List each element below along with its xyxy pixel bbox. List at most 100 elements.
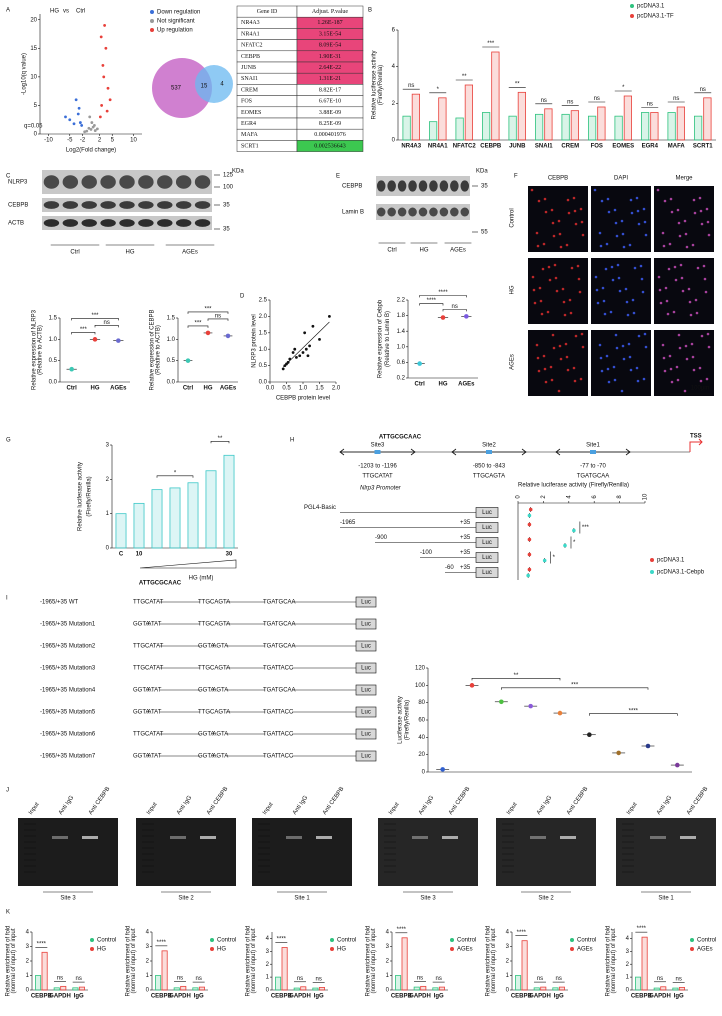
cell	[616, 263, 620, 267]
luc-label: Luc	[361, 622, 371, 628]
cell	[542, 242, 546, 246]
site-range: -1203 to -1196	[358, 464, 397, 470]
x-tick-label: 2	[98, 138, 102, 144]
site-sequence: TACC	[277, 710, 294, 716]
legend-swatch	[650, 570, 654, 574]
cell	[643, 220, 647, 224]
blot-band	[157, 201, 173, 209]
cell	[661, 231, 665, 235]
site-sequence: AGTA	[212, 754, 228, 760]
cell	[581, 233, 585, 237]
y-tick-label: 0.5	[167, 358, 176, 364]
x-tick-label: IgG	[554, 994, 564, 1000]
site-sequence: TGAT	[263, 710, 279, 716]
blot-band	[397, 207, 407, 217]
significance-bracket	[71, 318, 119, 321]
y-tick-label: 3	[626, 949, 630, 955]
lane-label: Input	[262, 801, 275, 816]
construct-label: -1965	[340, 520, 356, 526]
x-tick-label: 4	[566, 495, 572, 499]
cell	[678, 234, 682, 238]
cell	[541, 267, 545, 271]
dot	[205, 330, 211, 336]
cell	[704, 290, 708, 294]
gel-band	[170, 836, 186, 839]
cell	[535, 343, 539, 347]
p-value: 8.82E-17	[319, 87, 341, 93]
y-tick-label: 0	[266, 988, 270, 994]
dot	[528, 703, 533, 709]
cell	[542, 354, 546, 358]
significance-bracket	[589, 713, 678, 716]
cell	[557, 219, 561, 223]
cell	[676, 378, 680, 382]
cell	[684, 344, 688, 348]
bar	[540, 986, 547, 991]
point	[74, 98, 78, 102]
point	[93, 124, 96, 127]
site-sequence: GGTA	[198, 688, 215, 694]
cell	[574, 222, 578, 226]
construct-end: +35	[460, 550, 471, 556]
cell	[644, 233, 648, 237]
luc-box	[355, 618, 377, 630]
cell	[579, 207, 583, 211]
significance-label: *	[553, 555, 556, 561]
cell	[702, 264, 706, 268]
construct-label: PGL4-Basic	[304, 505, 336, 511]
significance-label: *	[573, 540, 576, 546]
bar	[402, 115, 411, 141]
cell	[561, 287, 565, 291]
bar	[411, 93, 420, 141]
x-tick-label: 0	[516, 495, 522, 499]
p-value: 0.000401976	[314, 132, 346, 138]
cell	[549, 365, 553, 369]
x-tick-label: GAPDH	[289, 994, 311, 1000]
cell	[691, 355, 695, 359]
chart-title: Ctrl	[76, 9, 85, 15]
cell	[555, 289, 559, 293]
gel-band	[530, 836, 546, 839]
cell	[600, 199, 604, 203]
y-tick-label: 1	[26, 973, 30, 979]
significance-label: ****	[427, 298, 437, 304]
bar	[491, 51, 500, 141]
point	[78, 121, 82, 124]
cell	[552, 234, 556, 238]
legend-swatch	[210, 947, 214, 951]
bar	[482, 112, 491, 141]
lane-label: Input	[626, 801, 639, 816]
row-label: Control	[510, 208, 516, 227]
panel-label: F	[514, 174, 518, 180]
gel-band	[82, 836, 98, 839]
concentration-ramp	[139, 559, 237, 569]
gene-id: CREM	[241, 87, 259, 93]
significance-label: ****	[629, 708, 639, 714]
site-sequence: AGTA	[212, 732, 228, 738]
blot-band	[81, 219, 97, 227]
bar	[180, 985, 187, 991]
panel-label: C	[6, 174, 11, 180]
bar	[517, 91, 526, 141]
x-tick-label: 1.5	[315, 386, 324, 392]
bar	[293, 987, 300, 991]
legend-swatch	[690, 947, 694, 951]
x-tick-label: NFATC2	[453, 144, 477, 150]
y-tick-label: 2	[146, 959, 150, 965]
cell	[628, 355, 632, 359]
y-axis-label: Relative enrichment of fold	[366, 925, 372, 996]
site-name: Site3	[371, 443, 385, 449]
cell	[688, 300, 692, 304]
x-tick-label: SCRT1	[693, 144, 713, 150]
y-tick-label: 0.5	[259, 363, 268, 369]
group-label: HG	[420, 248, 429, 254]
cell	[562, 300, 566, 304]
cell	[666, 312, 670, 316]
panel-label: D	[240, 294, 245, 300]
y-axis-label: (Relative to ACTB)	[156, 325, 162, 375]
bar	[115, 513, 127, 549]
point	[301, 351, 305, 354]
luc-box	[355, 596, 377, 608]
significance-label: ns	[408, 83, 414, 89]
gene-id: FOS	[241, 99, 252, 105]
